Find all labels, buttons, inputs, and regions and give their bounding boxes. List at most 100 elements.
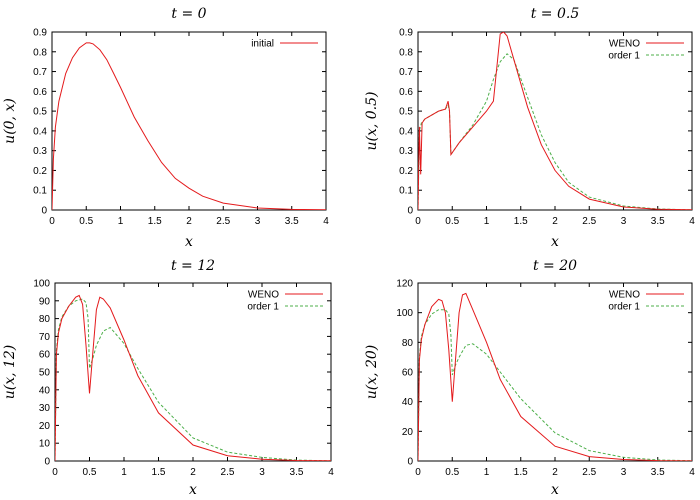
y-tick-label: 0.4: [399, 126, 413, 137]
x-tick-label: 1.5: [514, 467, 528, 478]
series-line-order-1: [55, 298, 331, 461]
x-tick-label: 0: [415, 216, 421, 227]
series-line-weno: [55, 294, 331, 461]
y-axis-label: u(x, 0.5): [364, 91, 380, 150]
x-tick-label: 4: [689, 467, 695, 478]
plot-frame: [417, 282, 693, 462]
x-tick-label: 2.5: [216, 216, 230, 227]
x-tick-label: 1.5: [514, 216, 528, 227]
y-tick-label: 0.3: [33, 146, 47, 157]
y-axis-label: u(x, 20): [364, 345, 380, 400]
legend-label: WENO: [248, 290, 279, 301]
legend-label: WENO: [609, 290, 640, 301]
x-tick-label: 2.5: [582, 467, 596, 478]
y-tick-label: 30: [39, 403, 51, 414]
y-tick-label: 20: [39, 421, 51, 432]
y-axis-label: u(0, x): [2, 98, 18, 144]
x-tick-label: 0.5: [83, 467, 97, 478]
y-tick-label: 0.7: [399, 67, 413, 78]
y-tick-label: 0.6: [399, 87, 413, 98]
x-tick-label: 0.5: [79, 216, 93, 227]
y-tick-label: 40: [402, 397, 414, 408]
x-axis-label: x: [551, 234, 559, 250]
x-tick-label: 2.5: [582, 216, 596, 227]
x-tick-label: 2: [186, 216, 192, 227]
plot-frame: [417, 31, 693, 211]
x-axis-label: x: [551, 482, 559, 498]
y-tick-label: 90: [39, 296, 51, 307]
y-tick-label: 0.5: [399, 107, 413, 118]
x-axis-label: x: [189, 482, 197, 498]
x-tick-label: 3.5: [651, 216, 665, 227]
y-tick-label: 0: [407, 457, 413, 468]
x-tick-label: 1: [118, 216, 124, 227]
y-tick-label: 0.6: [33, 87, 47, 98]
x-tick-label: 3.5: [290, 467, 304, 478]
chart-panel-0: 0 0.5 1 1.5 2 2.5 3 3.5 4 0 0.1 0.2 0.3 0.4 0.5 0.6 0.7 0…: [2, 6, 329, 250]
chart-panel-2: 0 0.5 1 1.5 2 2.5 3 3.5 40102030405060708090100t…: [2, 258, 334, 498]
y-tick-label: 120: [396, 279, 413, 290]
y-tick-label: 40: [39, 385, 51, 396]
y-tick-label: 100: [396, 308, 413, 319]
x-tick-label: 3: [621, 216, 627, 227]
x-tick-label: 2: [552, 216, 558, 227]
y-tick-label: 0.8: [33, 47, 47, 58]
legend-label: order 1: [247, 302, 279, 313]
legend-label: initial: [251, 39, 274, 50]
series-line-order-1: [418, 309, 692, 461]
x-tick-label: 1: [121, 467, 127, 478]
x-tick-label: 0: [415, 467, 421, 478]
x-tick-label: 0.5: [445, 216, 459, 227]
plot-frame: [51, 31, 327, 211]
y-tick-label: 0.8: [399, 47, 413, 58]
y-tick-label: 0.4: [33, 126, 47, 137]
x-tick-label: 0: [52, 467, 58, 478]
x-tick-label: 1.5: [148, 216, 162, 227]
chart-title: t = 0: [171, 6, 206, 22]
x-tick-label: 1.5: [152, 467, 166, 478]
chart-title: t = 0.5: [531, 6, 580, 22]
chart-title: t = 12: [171, 258, 215, 274]
series-line-weno: [418, 292, 692, 461]
series-line-order-1: [418, 53, 692, 210]
y-tick-label: 80: [402, 338, 414, 349]
legend-label: order 1: [608, 302, 640, 313]
x-tick-label: 2: [552, 467, 558, 478]
series-line-weno: [418, 32, 692, 210]
x-tick-label: 4: [323, 216, 329, 227]
y-tick-label: 0: [44, 457, 50, 468]
y-tick-label: 0.9: [33, 28, 47, 39]
y-tick-label: 100: [33, 279, 50, 290]
y-tick-label: 70: [39, 332, 51, 343]
x-tick-label: 0: [49, 216, 55, 227]
x-tick-label: 4: [689, 216, 695, 227]
y-tick-label: 60: [402, 368, 414, 379]
x-tick-label: 3.5: [285, 216, 299, 227]
chart-panel-1: 0 0.5 1 1.5 2 2.5 3 3.5 4 0 0.1 0.2 0.3 0.4 0.5 0.6 0.7 0…: [364, 6, 695, 250]
legend-label: order 1: [608, 51, 640, 62]
y-tick-label: 0.2: [33, 166, 47, 177]
x-tick-label: 2: [190, 467, 196, 478]
x-axis-label: x: [185, 234, 193, 250]
x-tick-label: 2.5: [221, 467, 235, 478]
y-tick-label: 50: [39, 368, 51, 379]
x-tick-label: 0.5: [445, 467, 459, 478]
y-axis-label: u(x, 12): [2, 345, 18, 400]
y-tick-label: 0.2: [399, 166, 413, 177]
y-tick-label: 0.1: [33, 186, 47, 197]
y-tick-label: 80: [39, 314, 51, 325]
x-tick-label: 1: [484, 216, 490, 227]
y-tick-label: 60: [39, 350, 51, 361]
y-tick-label: 0: [407, 206, 413, 217]
chart-title: t = 20: [533, 258, 577, 274]
y-tick-label: 0.3: [399, 146, 413, 157]
series-line-initial: [52, 42, 326, 210]
y-tick-label: 0.1: [399, 186, 413, 197]
y-tick-label: 0.7: [33, 67, 47, 78]
y-tick-label: 0.5: [33, 107, 47, 118]
y-tick-label: 0: [41, 206, 47, 217]
x-tick-label: 3: [255, 216, 261, 227]
x-tick-label: 3: [621, 467, 627, 478]
